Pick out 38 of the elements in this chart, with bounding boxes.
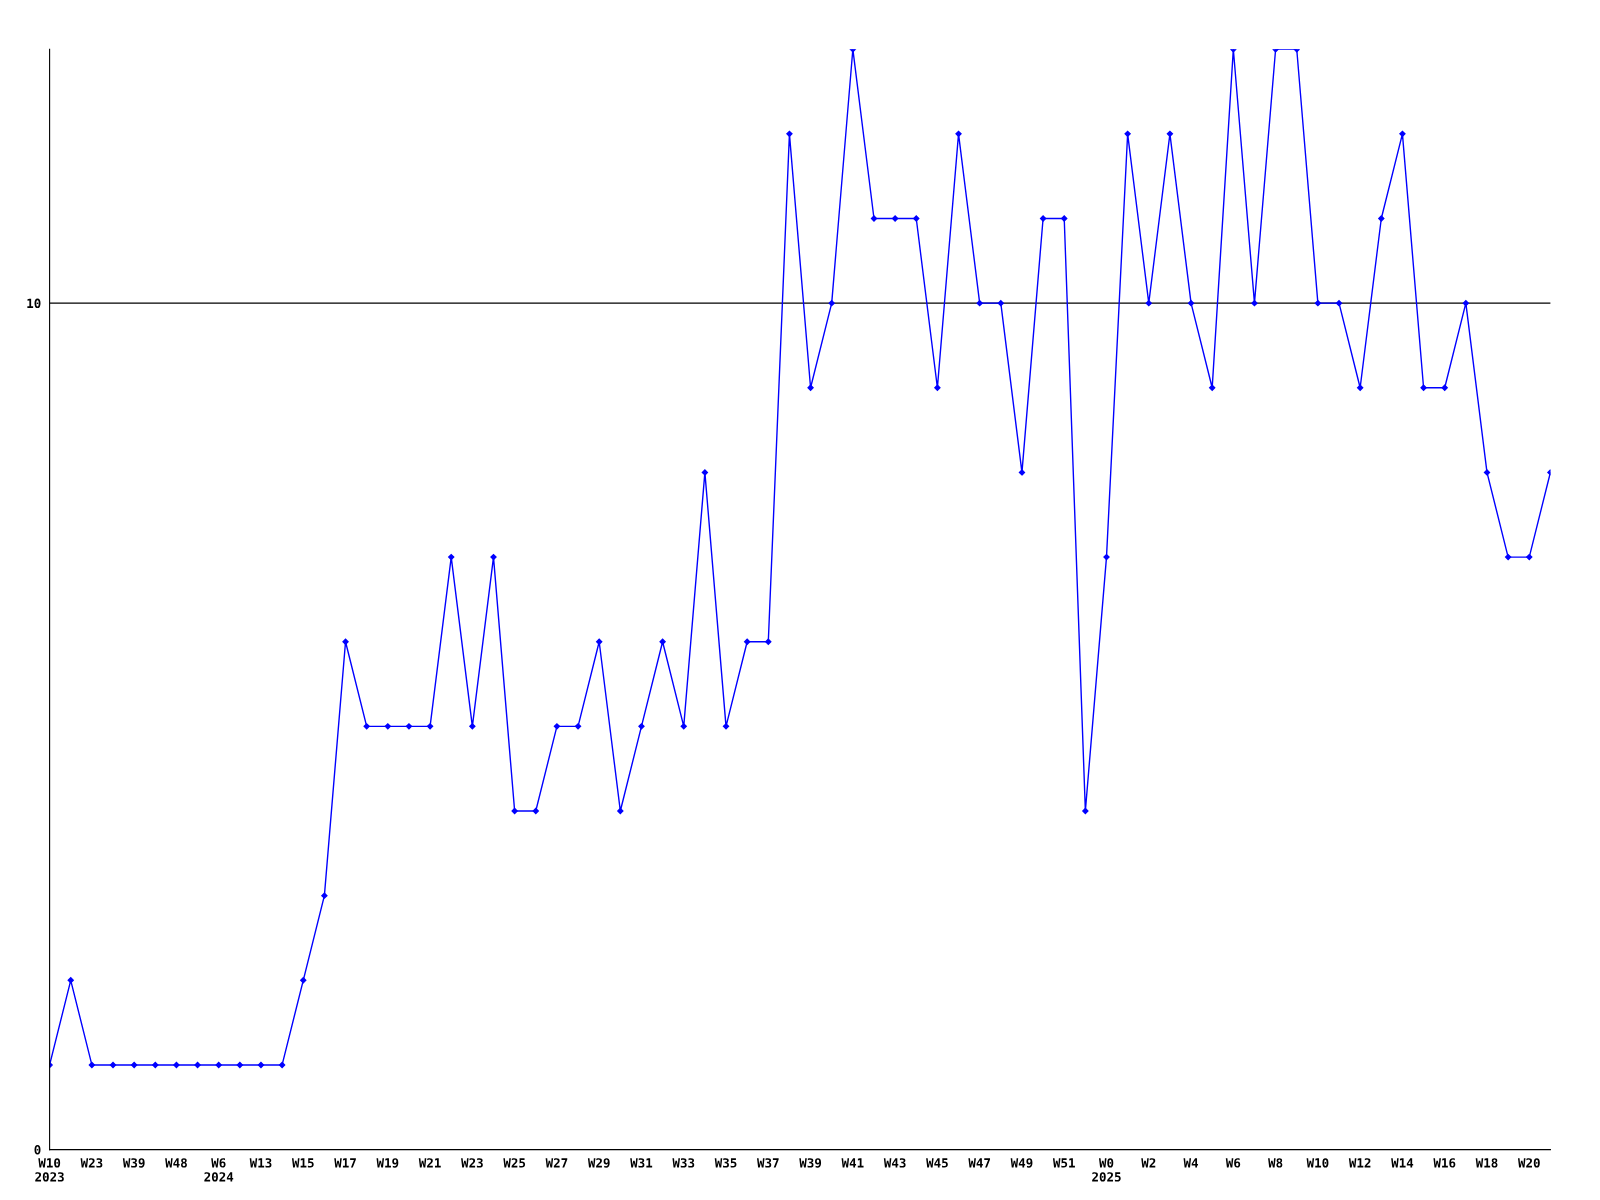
x-tick-label: W6 2024 [204, 1158, 234, 1182]
x-tick-label: W23 [461, 1158, 483, 1168]
x-tick-label: W15 [291, 1158, 314, 1168]
x-tick-label: W41 [841, 1158, 864, 1168]
x-tick-label: W21 [418, 1158, 441, 1168]
x-tick-label: W45 [926, 1158, 948, 1168]
x-tick-label: W43 [883, 1158, 906, 1168]
y-tick-label: 0 [34, 1145, 41, 1155]
x-tick-label: W29 [587, 1158, 610, 1168]
x-tick-label: W10 [1306, 1158, 1329, 1168]
x-tick-label: W4 [1183, 1158, 1199, 1168]
x-tick-label: W17 [334, 1158, 356, 1168]
x-tick-label: W13 [249, 1158, 272, 1168]
x-tick-label: W48 [165, 1158, 187, 1168]
x-tick-label: W35 [714, 1158, 737, 1168]
x-tick-label: W37 [757, 1158, 779, 1168]
x-tick-label: W2 [1141, 1158, 1156, 1168]
x-tick-label: W25 [503, 1158, 526, 1168]
x-tick-label: W20 [1517, 1158, 1540, 1168]
x-tick-label: W10 2023 [35, 1158, 64, 1182]
x-tick-label: W33 [672, 1158, 695, 1168]
x-tick-label: W12 [1348, 1158, 1371, 1168]
x-tick-label: W49 [1010, 1158, 1033, 1168]
x-tick-label: W16 [1433, 1158, 1456, 1168]
x-tick-label: W14 [1391, 1158, 1414, 1168]
x-tick-label: W51 [1052, 1158, 1075, 1168]
x-tick-label: W39 [799, 1158, 822, 1168]
x-tick-label: W27 [545, 1158, 568, 1168]
x-tick-label: W31 [630, 1158, 653, 1168]
x-tick-label: W18 [1475, 1158, 1498, 1168]
y-tick-label: 10 [27, 298, 41, 309]
x-tick-label: W47 [968, 1158, 991, 1168]
x-tick-label: W23 [80, 1158, 103, 1168]
x-tick-label: W39 [122, 1158, 145, 1168]
x-tick-label: W0 2025 [1092, 1158, 1121, 1182]
x-tick-label: W19 [376, 1158, 399, 1168]
x-tick-label: W8 [1268, 1158, 1283, 1168]
x-tick-label: W6 [1225, 1158, 1241, 1168]
